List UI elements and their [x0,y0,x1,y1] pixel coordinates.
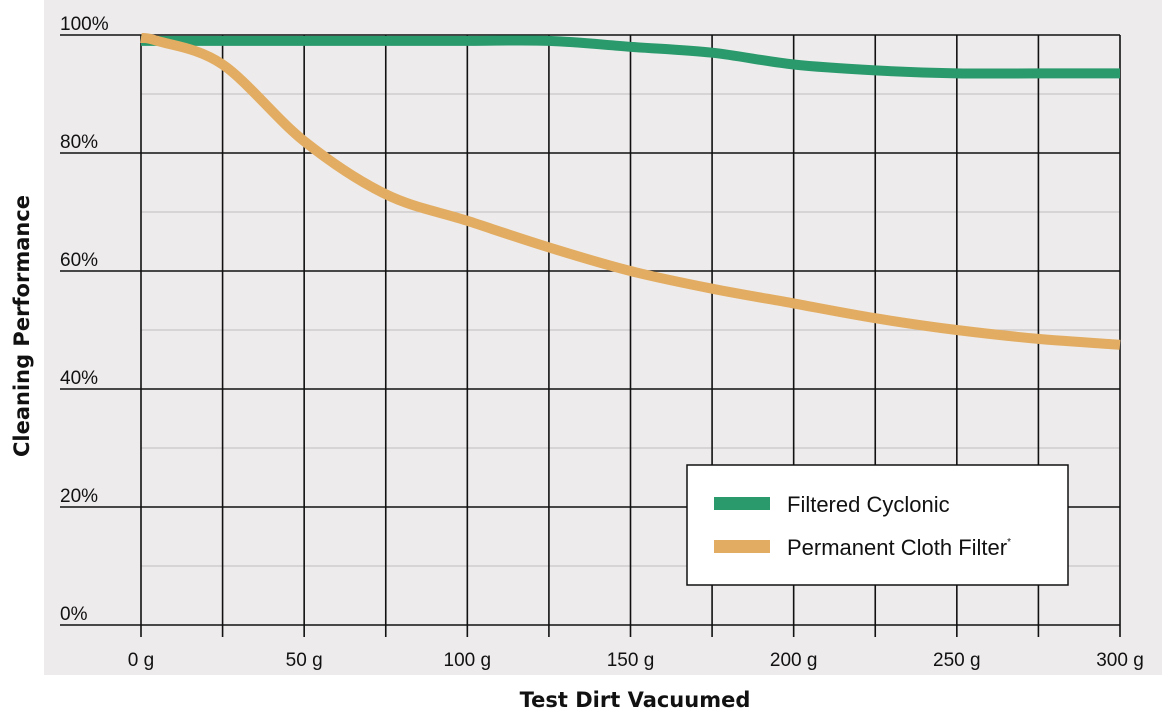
y-axis-title: Cleaning Performance [10,195,34,457]
x-tick-label: 300 g [1096,650,1144,671]
legend-box [686,464,1069,586]
y-tick-label: 20% [60,486,98,507]
series-line-permanent-cloth-filter [140,32,1121,350]
legend-label-permanent-cloth-filter: Permanent Cloth Filter* [787,535,1011,560]
y-tick-label: 100% [60,14,109,35]
legend: Filtered Cyclonic Permanent Cloth Filter… [686,464,1069,586]
x-tick-label: 150 g [607,650,655,671]
legend-label-filtered-cyclonic: Filtered Cyclonic [787,492,950,517]
y-tick-label: 0% [60,604,88,625]
x-tick-label: 250 g [933,650,981,671]
y-tick-labels: 0% 20% 40% 60% 80% 100% [60,14,109,625]
y-tick-label: 80% [60,132,98,153]
x-tick-label: 200 g [770,650,818,671]
series-line-filtered-cyclonic [140,35,1120,79]
x-tick-label: 50 g [286,650,323,671]
y-tick-label: 60% [60,250,98,271]
x-axis-title: Test Dirt Vacuumed [520,688,751,712]
x-tick-labels: 0 g 50 g 100 g 150 g 200 g 250 g 300 g [128,650,1144,671]
legend-swatch-filtered-cyclonic [714,497,770,510]
y-tick-label: 40% [60,368,98,389]
series-lines [140,32,1121,350]
x-tick-label: 100 g [444,650,492,671]
legend-swatch-permanent-cloth-filter [714,540,770,553]
x-tick-label: 0 g [128,650,154,671]
